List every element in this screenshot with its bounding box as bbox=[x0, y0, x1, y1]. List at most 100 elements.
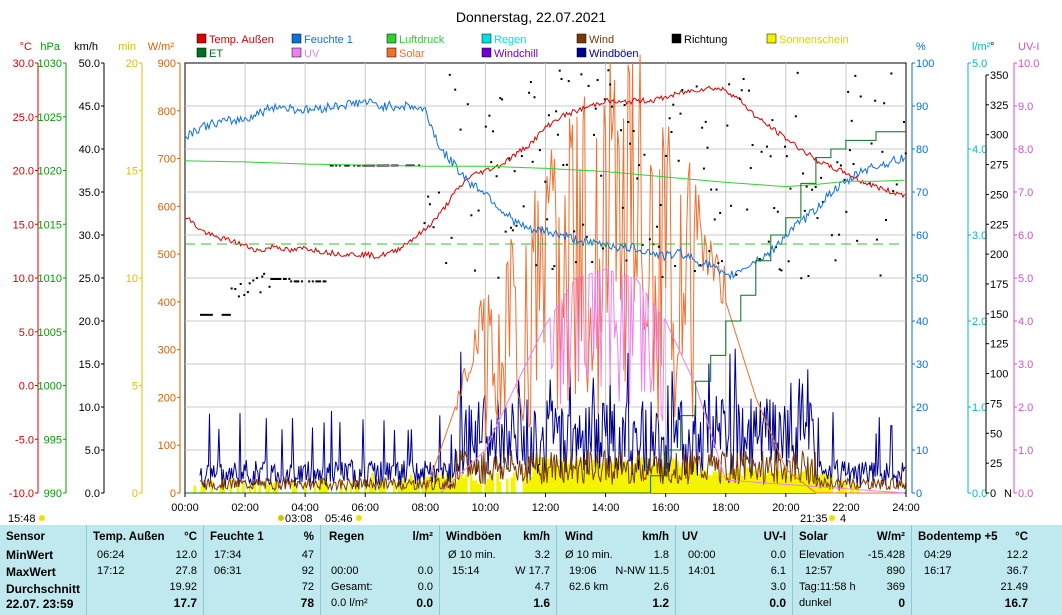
right-tick-label: 30 bbox=[916, 359, 928, 371]
hum-unit: % bbox=[303, 531, 314, 543]
sunshine-bar bbox=[469, 471, 473, 493]
x-tick-label: 04:00 bbox=[291, 502, 319, 514]
direction-point bbox=[450, 236, 453, 239]
sunshine-bar bbox=[200, 485, 204, 493]
sunshine-bar bbox=[236, 484, 240, 493]
hum-header: Feuchte 1 bbox=[210, 531, 264, 543]
sunshine-bar bbox=[397, 481, 401, 493]
direction-point bbox=[311, 280, 314, 283]
direction-point bbox=[562, 164, 565, 167]
sunshine-bar bbox=[806, 471, 809, 493]
section-humidity: Feuchte 1 % 17:34 47 06:31 92 72 78 bbox=[204, 525, 321, 615]
right-tick-label: 3.0 bbox=[972, 230, 987, 242]
sunshine-bar bbox=[585, 464, 588, 493]
direction-point bbox=[263, 272, 266, 275]
right-tick-label: 20 bbox=[916, 402, 928, 414]
x-tick-label: 08:00 bbox=[412, 502, 440, 514]
legend-swatch bbox=[671, 33, 682, 44]
direction-point bbox=[551, 267, 554, 270]
sunshine-bar bbox=[496, 472, 499, 493]
sunshine-bar bbox=[400, 481, 403, 493]
temp-max-time: 17:12 bbox=[97, 565, 125, 577]
x-tick-label: 06:00 bbox=[351, 502, 379, 514]
rain-total-label: Gesamt: bbox=[331, 581, 373, 593]
legend-label: ET bbox=[209, 48, 223, 60]
direction-point bbox=[538, 149, 541, 152]
right-tick-label: 8.0 bbox=[1018, 144, 1033, 156]
left-tick-label: -10.0 bbox=[9, 488, 34, 500]
direction-point bbox=[237, 295, 240, 298]
direction-point bbox=[239, 282, 242, 285]
sunshine-bars bbox=[193, 456, 860, 493]
direction-point bbox=[701, 126, 704, 129]
temp-avg: 19.92 bbox=[169, 581, 197, 593]
north-label: N bbox=[1004, 488, 1012, 500]
sunshine-bar bbox=[349, 482, 353, 493]
sunshine-bar bbox=[484, 484, 487, 493]
sunshine-bar bbox=[532, 464, 535, 493]
direction-point bbox=[600, 174, 603, 177]
direction-point bbox=[715, 188, 718, 191]
sunshine-bar bbox=[767, 470, 771, 493]
direction-point bbox=[205, 313, 208, 316]
left-tick-label: 10.0 bbox=[13, 273, 34, 285]
sunshine-bar bbox=[428, 476, 432, 493]
uv-avg: 3.0 bbox=[770, 581, 786, 593]
x-tick-label: 22:00 bbox=[832, 502, 860, 514]
uv-now: 0.0 bbox=[769, 596, 786, 610]
direction-point bbox=[228, 313, 231, 316]
direction-point bbox=[839, 164, 842, 167]
direction-point bbox=[720, 260, 723, 263]
section-uv: UV UV-I 00:00 0.0 14:01 6.1 3.0 0.0 bbox=[676, 525, 793, 615]
hum-avg: 72 bbox=[301, 581, 314, 593]
legend-swatch bbox=[386, 33, 397, 44]
right-tick-label: 2.0 bbox=[1018, 402, 1033, 414]
sunshine-bar bbox=[421, 481, 425, 493]
direction-point bbox=[428, 203, 431, 206]
label-max: MaxWert bbox=[6, 565, 56, 579]
label-avg: Durchschnitt bbox=[6, 582, 81, 596]
direction-point bbox=[785, 155, 788, 158]
sunshine-bar bbox=[638, 459, 641, 493]
uv-min-time: 00:00 bbox=[688, 549, 716, 561]
sunshine-bar bbox=[534, 460, 538, 493]
direction-point bbox=[656, 225, 659, 228]
series-lines bbox=[184, 85, 906, 494]
sunshine-bar bbox=[594, 456, 598, 493]
right-tick-label: 200 bbox=[990, 249, 1008, 261]
direction-point bbox=[207, 313, 210, 316]
direction-point bbox=[234, 288, 237, 291]
series-windboen bbox=[199, 348, 906, 489]
direction-point bbox=[641, 243, 644, 246]
hum-now: 78 bbox=[300, 596, 314, 610]
direction-point bbox=[607, 69, 610, 72]
direction-point bbox=[648, 238, 651, 241]
direction-point bbox=[346, 164, 349, 167]
section-solar: Solar W/m² Elevation -15.428 12:57 890 T… bbox=[793, 525, 912, 615]
direction-point bbox=[317, 280, 320, 283]
temp-max: 27.8 bbox=[175, 565, 197, 577]
direction-point bbox=[895, 183, 898, 186]
direction-point bbox=[800, 277, 803, 280]
legend-label: Solar bbox=[399, 48, 425, 60]
sunshine-bar bbox=[577, 460, 581, 493]
left-tick-label: 1020 bbox=[38, 166, 62, 178]
sunshine-bar bbox=[799, 473, 802, 493]
wind-max: N-NW 11.5 bbox=[615, 565, 669, 577]
direction-point bbox=[728, 83, 731, 86]
right-tick-label: 70 bbox=[916, 187, 928, 199]
rain-max: 0.0 bbox=[417, 565, 433, 577]
right-tick-label: 80 bbox=[916, 144, 928, 156]
direction-point bbox=[565, 163, 568, 166]
soil-unit: °C bbox=[1015, 531, 1028, 543]
direction-point bbox=[773, 207, 776, 210]
soil-max-time: 16:17 bbox=[924, 565, 952, 577]
sunshine-bar bbox=[573, 465, 576, 493]
solar-max-time: 12:57 bbox=[805, 565, 833, 577]
soil-now: 16.7 bbox=[1004, 596, 1028, 610]
sunshine-bar bbox=[678, 466, 682, 493]
direction-point bbox=[742, 78, 745, 81]
right-tick-label: 225 bbox=[990, 219, 1008, 231]
direction-point bbox=[746, 208, 749, 211]
direction-point bbox=[546, 218, 549, 221]
